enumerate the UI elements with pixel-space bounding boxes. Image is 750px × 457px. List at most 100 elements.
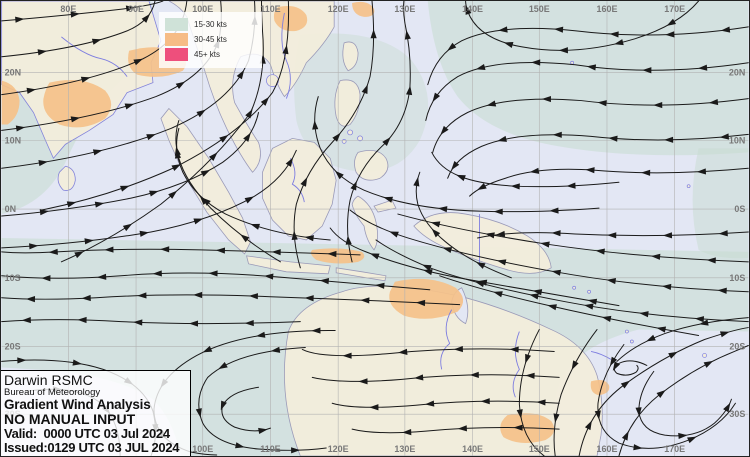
axis-label-lon-bottom: 160E xyxy=(597,444,618,454)
river-border-line xyxy=(512,331,520,398)
flow-arrowhead xyxy=(475,64,486,71)
axis-label-lon-bottom: 100E xyxy=(192,444,213,454)
flow-arrowhead xyxy=(199,195,209,205)
flow-arrowhead xyxy=(666,18,677,26)
flow-arrowhead xyxy=(188,320,199,327)
flow-arrowhead xyxy=(38,160,48,167)
flow-arrowhead xyxy=(160,246,170,253)
islet xyxy=(630,339,634,344)
flow-arrowhead xyxy=(196,109,206,118)
flow-arrowhead xyxy=(208,270,218,277)
flow-arrowhead xyxy=(640,169,651,176)
flow-arrowhead xyxy=(235,442,245,449)
flow-arrowhead xyxy=(174,146,181,156)
flow-arrowhead xyxy=(240,234,250,243)
flow-arrowhead xyxy=(432,92,441,102)
flow-arrowhead xyxy=(104,246,114,253)
flow-arrowhead xyxy=(342,352,352,359)
land-sri-lanka xyxy=(57,165,76,191)
flow-arrowhead xyxy=(571,360,579,370)
flow-arrowhead xyxy=(696,168,707,175)
river-border-line xyxy=(440,309,453,370)
manual-input-note: NO MANUAL INPUT xyxy=(4,411,136,428)
flow-arrowhead xyxy=(586,64,597,71)
flow-arrowhead xyxy=(609,31,619,38)
flow-arrowhead xyxy=(558,47,568,54)
flow-arrowhead xyxy=(595,248,605,255)
flow-arrowhead xyxy=(496,259,507,266)
flow-arrowhead xyxy=(699,319,709,326)
axis-label-lon-top: 160E xyxy=(597,4,618,14)
axis-label-lon-bottom: 150E xyxy=(529,444,550,454)
flow-arrowhead xyxy=(653,101,663,109)
flow-arrowhead xyxy=(551,269,562,276)
flow-arrowhead xyxy=(398,348,408,355)
flow-arrowhead xyxy=(453,346,463,353)
streamline xyxy=(427,26,749,86)
legend-label: 45+ kts xyxy=(194,50,221,59)
flow-arrowhead xyxy=(192,291,203,299)
streamline xyxy=(311,374,560,382)
flow-arrowhead xyxy=(175,81,186,90)
flow-arrowhead xyxy=(606,277,617,285)
flow-arrowhead xyxy=(477,279,488,286)
flow-arrowhead xyxy=(96,273,107,280)
flow-arrowhead xyxy=(193,218,204,225)
flow-arrowhead xyxy=(529,293,539,300)
wind-shade-15-30 xyxy=(692,148,749,259)
flow-arrowhead xyxy=(220,400,227,411)
flow-arrowhead xyxy=(271,249,281,256)
axis-label-lon-top: 120E xyxy=(328,4,349,14)
flow-arrowhead xyxy=(694,316,705,323)
flow-arrowhead xyxy=(442,247,453,254)
streamline xyxy=(553,329,598,456)
flow-arrowhead xyxy=(327,250,337,258)
valid-time: Valid: 0000 UTC 03 Jul 2024 xyxy=(4,426,170,442)
axis-label-lat-right: 30S xyxy=(729,409,745,419)
flow-arrowhead xyxy=(708,98,719,106)
flow-arrowhead xyxy=(300,177,308,187)
flow-arrowhead xyxy=(70,11,80,18)
flow-arrowhead xyxy=(383,196,394,203)
flow-arrowhead xyxy=(84,238,94,245)
flow-arrowhead xyxy=(133,319,143,326)
flow-arrowhead xyxy=(633,444,643,451)
flow-arrowhead xyxy=(15,125,26,132)
flow-arrowhead xyxy=(382,137,391,146)
flow-arrowhead xyxy=(609,356,618,367)
flow-arrowhead xyxy=(168,190,178,199)
flow-arrowhead xyxy=(532,289,543,296)
flow-arrowhead xyxy=(552,131,562,138)
islet xyxy=(341,139,347,144)
flow-arrowhead xyxy=(319,278,330,285)
flow-arrowhead xyxy=(91,38,102,45)
axis-label-lon-top: 130E xyxy=(394,4,415,14)
flow-arrowhead xyxy=(424,400,435,407)
land-borneo xyxy=(262,137,337,241)
flow-arrowhead xyxy=(587,298,598,305)
axis-label-lat-left: 10N xyxy=(5,135,21,145)
flow-arrowhead xyxy=(375,282,385,289)
flow-arrowhead xyxy=(597,100,607,107)
axis-label-lon-top: 80E xyxy=(60,4,76,14)
flow-arrowhead xyxy=(493,291,503,298)
flow-arrowhead xyxy=(304,295,314,302)
flow-arrowhead xyxy=(361,84,368,94)
flow-arrowhead xyxy=(304,235,314,242)
flow-arrowhead xyxy=(133,58,144,66)
land-java xyxy=(246,255,331,275)
legend-row: 45+ kts xyxy=(165,48,257,61)
legend-row: 15-30 kts xyxy=(165,18,257,31)
flow-arrowhead xyxy=(195,408,202,418)
flow-arrowhead xyxy=(594,410,601,420)
streamline xyxy=(221,386,271,432)
flow-arrowhead xyxy=(621,430,629,441)
axis-label-lon-top: 90E xyxy=(128,4,144,14)
flow-arrowhead xyxy=(551,230,561,237)
flow-arrowhead xyxy=(312,120,319,130)
flow-arrowhead xyxy=(656,326,667,333)
river-border-line xyxy=(590,351,612,360)
flow-arrowhead xyxy=(215,247,226,254)
flow-arrowhead xyxy=(509,346,519,353)
